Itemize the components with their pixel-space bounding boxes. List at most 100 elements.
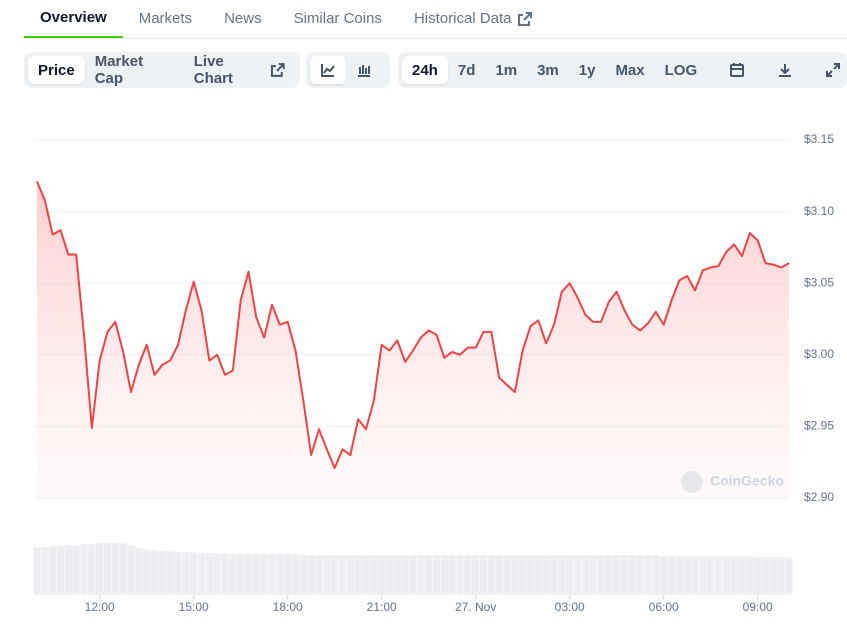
volume-bar bbox=[549, 554, 559, 596]
candle-icon bbox=[358, 65, 370, 77]
volume-bar bbox=[252, 553, 261, 596]
volume-bar bbox=[354, 554, 363, 596]
fullscreen-button[interactable] bbox=[815, 56, 847, 84]
line-button[interactable] bbox=[310, 56, 346, 84]
chart: $2.90 $2.95 $3.00 $3.05 $3.10 $3.15 12:00 15:00… bbox=[32, 132, 834, 614]
volume-bar bbox=[518, 554, 527, 596]
volume-bar bbox=[299, 554, 308, 596]
volume-bar bbox=[150, 549, 159, 596]
volume-bar bbox=[557, 554, 567, 596]
calendar-button[interactable] bbox=[719, 56, 755, 84]
volume-bar bbox=[612, 554, 621, 596]
tab-label: Overview bbox=[40, 9, 107, 26]
y-tick-label: $3.00 bbox=[804, 347, 834, 361]
volume-bar bbox=[166, 550, 175, 596]
range-group: 24h 7d 1m 3m 1y Max LOG bbox=[398, 52, 847, 88]
button-label: 7d bbox=[457, 61, 476, 79]
calendar-icon bbox=[730, 63, 745, 77]
tab[interactable]: Similar Coins bbox=[278, 0, 398, 38]
volume-bar bbox=[604, 554, 614, 596]
x-tick-label: 12:00 bbox=[85, 600, 115, 614]
x-tick-label: 15:00 bbox=[179, 600, 209, 614]
volume-bar bbox=[502, 554, 512, 596]
button[interactable]: LOG bbox=[655, 56, 708, 84]
y-tick-label: $3.10 bbox=[804, 204, 834, 218]
watermark: CoinGecko bbox=[681, 471, 784, 493]
tab[interactable]: Historical Data bbox=[398, 0, 550, 38]
volume-bar bbox=[424, 554, 433, 596]
tab-bar: Overview Markets News Similar Coins Hist… bbox=[24, 0, 847, 39]
volume-bar bbox=[643, 554, 653, 596]
line-icon bbox=[321, 64, 335, 77]
volume-bar bbox=[769, 556, 778, 596]
volume-bar bbox=[361, 554, 371, 596]
volume-bar bbox=[706, 555, 715, 596]
volume-bar bbox=[730, 555, 739, 596]
watermark-text: CoinGecko bbox=[710, 473, 784, 489]
volume-bar bbox=[596, 554, 606, 596]
tab[interactable]: News bbox=[208, 0, 278, 38]
volume-bar bbox=[479, 554, 488, 596]
volume-bar bbox=[667, 555, 676, 596]
volume-bar bbox=[393, 554, 402, 596]
volume-bar bbox=[565, 554, 574, 596]
volume-bar bbox=[761, 556, 770, 596]
volume-bar bbox=[448, 554, 457, 596]
volume-bar bbox=[220, 552, 230, 596]
button[interactable]: Max bbox=[605, 56, 654, 84]
download-button[interactable] bbox=[767, 56, 803, 84]
volume-bar bbox=[79, 543, 89, 596]
volume-bar bbox=[48, 545, 57, 596]
volume-bar bbox=[267, 553, 277, 596]
volume-bar bbox=[440, 554, 449, 596]
volume-bar bbox=[40, 546, 50, 596]
volume-bar bbox=[56, 545, 65, 596]
volume-bar bbox=[32, 546, 42, 596]
button[interactable]: 7d bbox=[448, 56, 486, 84]
button[interactable]: 1y bbox=[569, 56, 606, 84]
volume-bar bbox=[126, 544, 136, 596]
candle-button[interactable] bbox=[346, 56, 382, 84]
button[interactable]: 24h bbox=[402, 56, 448, 84]
volume-bar bbox=[189, 551, 198, 596]
volume-bar bbox=[134, 547, 144, 596]
volume-bar bbox=[377, 554, 386, 596]
volume-bar bbox=[330, 554, 339, 596]
metric-group: Price Market Cap Live Chart bbox=[24, 52, 300, 88]
tab-label: News bbox=[224, 10, 262, 27]
volume-bar bbox=[526, 554, 535, 596]
volume-bar bbox=[581, 554, 590, 596]
button[interactable]: 3m bbox=[527, 56, 569, 84]
button[interactable]: 1m bbox=[485, 56, 527, 84]
button-label: LOG bbox=[664, 61, 698, 79]
volume-bar bbox=[659, 555, 668, 596]
volume-bar bbox=[620, 554, 629, 596]
y-tick-label: $3.05 bbox=[804, 275, 834, 289]
button-label: Live Chart bbox=[193, 53, 233, 87]
volume-bar bbox=[244, 553, 253, 596]
volume-bar bbox=[322, 554, 331, 596]
volume-bar bbox=[173, 551, 183, 596]
y-tick-label: $2.90 bbox=[804, 490, 834, 504]
volume-bar bbox=[346, 554, 355, 596]
volume-bar bbox=[495, 554, 504, 596]
volume-bar bbox=[784, 556, 794, 596]
button[interactable]: Live Chart bbox=[184, 53, 296, 87]
volume-bar bbox=[722, 555, 731, 596]
button[interactable]: Market Cap bbox=[85, 53, 184, 87]
volume-bar bbox=[275, 553, 284, 596]
volume-bar bbox=[72, 544, 81, 596]
button[interactable]: Price bbox=[28, 56, 85, 84]
volume-bar bbox=[690, 555, 700, 596]
tab[interactable]: Markets bbox=[123, 0, 208, 38]
tab-label: Historical Data bbox=[413, 10, 512, 27]
button-label: 3m bbox=[537, 61, 559, 79]
expand-icon bbox=[826, 63, 841, 77]
tab-label: Similar Coins bbox=[293, 10, 382, 27]
volume-bar bbox=[401, 554, 410, 596]
external-icon bbox=[271, 63, 286, 77]
volume-bar bbox=[283, 553, 292, 596]
volume-bar bbox=[95, 542, 104, 596]
volume-bar bbox=[213, 552, 222, 596]
tab[interactable]: Overview bbox=[24, 0, 123, 38]
